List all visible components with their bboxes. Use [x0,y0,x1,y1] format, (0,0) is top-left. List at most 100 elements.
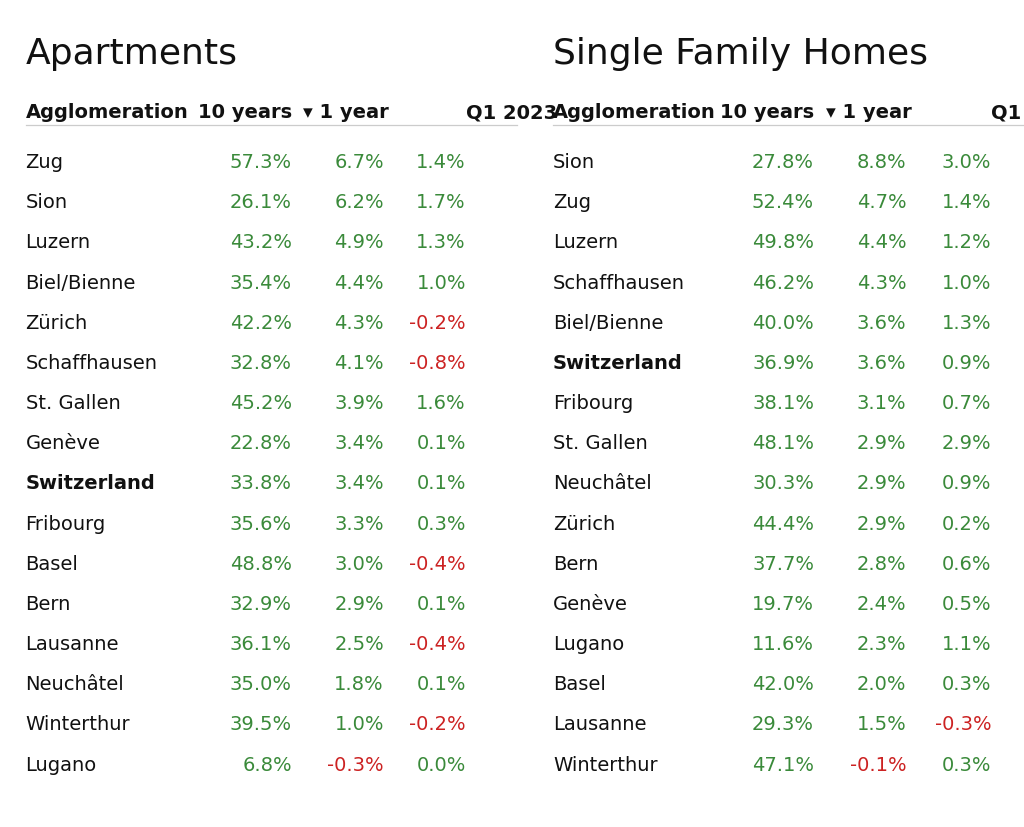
Text: Lugano: Lugano [553,634,625,653]
Text: Zug: Zug [553,194,591,212]
Text: 2.9%: 2.9% [942,434,991,452]
Text: 6.7%: 6.7% [335,153,384,172]
Text: 2.9%: 2.9% [335,594,384,613]
Text: Agglomeration: Agglomeration [26,103,188,122]
Text: 44.4%: 44.4% [752,514,814,533]
Text: 0.5%: 0.5% [942,594,991,613]
Text: 1.7%: 1.7% [417,194,466,212]
Text: 52.4%: 52.4% [752,194,814,212]
Text: 35.0%: 35.0% [229,675,292,693]
Text: Switzerland: Switzerland [26,474,156,493]
Text: 0.1%: 0.1% [417,594,466,613]
Text: 30.3%: 30.3% [753,474,814,493]
Text: 0.0%: 0.0% [417,755,466,773]
Text: Switzerland: Switzerland [553,354,683,372]
Text: 0.9%: 0.9% [942,354,991,372]
Text: -0.8%: -0.8% [410,354,466,372]
Text: 4.7%: 4.7% [857,194,906,212]
Text: St. Gallen: St. Gallen [553,434,648,452]
Text: Schaffhausen: Schaffhausen [553,273,685,292]
Text: 2.0%: 2.0% [857,675,906,693]
Text: Neuchâtel: Neuchâtel [26,675,124,693]
Text: 0.7%: 0.7% [942,394,991,413]
Text: -0.4%: -0.4% [410,634,466,653]
Text: Bern: Bern [26,594,71,613]
Text: 1.3%: 1.3% [942,313,991,332]
Text: Lausanne: Lausanne [26,634,119,653]
Text: 0.1%: 0.1% [417,474,466,493]
Text: 0.1%: 0.1% [417,434,466,452]
Text: 2.3%: 2.3% [857,634,906,653]
Text: Genève: Genève [26,434,100,452]
Text: 4.9%: 4.9% [335,233,384,252]
Text: Q1 2023: Q1 2023 [991,103,1024,122]
Text: Lausanne: Lausanne [553,715,646,734]
Text: Zürich: Zürich [553,514,615,533]
Text: Luzern: Luzern [26,233,91,252]
Text: 10 years: 10 years [720,103,814,122]
Text: 1.3%: 1.3% [417,233,466,252]
Text: 36.9%: 36.9% [752,354,814,372]
Text: 8.8%: 8.8% [857,153,906,172]
Text: 1.8%: 1.8% [335,675,384,693]
Text: 1.0%: 1.0% [942,273,991,292]
Text: 4.3%: 4.3% [857,273,906,292]
Text: 2.9%: 2.9% [857,474,906,493]
Text: 3.4%: 3.4% [335,434,384,452]
Text: 0.3%: 0.3% [942,675,991,693]
Text: 3.0%: 3.0% [942,153,991,172]
Text: 42.2%: 42.2% [229,313,292,332]
Text: 26.1%: 26.1% [229,194,292,212]
Text: 0.2%: 0.2% [942,514,991,533]
Text: 36.1%: 36.1% [229,634,292,653]
Text: 4.4%: 4.4% [335,273,384,292]
Text: 49.8%: 49.8% [752,233,814,252]
Text: Winterthur: Winterthur [26,715,130,734]
Text: 19.7%: 19.7% [752,594,814,613]
Text: 0.9%: 0.9% [942,474,991,493]
Text: 40.0%: 40.0% [753,313,814,332]
Text: 6.8%: 6.8% [243,755,292,773]
Text: Schaffhausen: Schaffhausen [26,354,158,372]
Text: 0.1%: 0.1% [417,675,466,693]
Text: 48.1%: 48.1% [752,434,814,452]
Text: 1.5%: 1.5% [856,715,906,734]
Text: 4.3%: 4.3% [335,313,384,332]
Text: 3.1%: 3.1% [857,394,906,413]
Text: 33.8%: 33.8% [229,474,292,493]
Text: 4.1%: 4.1% [335,354,384,372]
Text: 37.7%: 37.7% [752,554,814,573]
Text: Lugano: Lugano [26,755,97,773]
Text: ▾ 1 year: ▾ 1 year [303,103,389,122]
Text: 3.6%: 3.6% [857,313,906,332]
Text: Bern: Bern [553,554,598,573]
Text: 47.1%: 47.1% [752,755,814,773]
Text: Basel: Basel [26,554,79,573]
Text: 2.9%: 2.9% [857,514,906,533]
Text: 10 years: 10 years [198,103,292,122]
Text: 4.4%: 4.4% [857,233,906,252]
Text: -0.2%: -0.2% [410,313,466,332]
Text: 35.6%: 35.6% [229,514,292,533]
Text: Fribourg: Fribourg [26,514,105,533]
Text: Basel: Basel [553,675,606,693]
Text: Neuchâtel: Neuchâtel [553,474,651,493]
Text: 29.3%: 29.3% [752,715,814,734]
Text: 45.2%: 45.2% [229,394,292,413]
Text: 43.2%: 43.2% [229,233,292,252]
Text: 2.8%: 2.8% [857,554,906,573]
Text: St. Gallen: St. Gallen [26,394,121,413]
Text: 1.6%: 1.6% [417,394,466,413]
Text: 0.3%: 0.3% [417,514,466,533]
Text: Winterthur: Winterthur [553,755,657,773]
Text: -0.4%: -0.4% [410,554,466,573]
Text: 39.5%: 39.5% [229,715,292,734]
Text: 3.6%: 3.6% [857,354,906,372]
Text: 1.4%: 1.4% [942,194,991,212]
Text: Zug: Zug [26,153,63,172]
Text: 3.9%: 3.9% [335,394,384,413]
Text: 1.2%: 1.2% [942,233,991,252]
Text: 6.2%: 6.2% [335,194,384,212]
Text: 57.3%: 57.3% [229,153,292,172]
Text: Zürich: Zürich [26,313,88,332]
